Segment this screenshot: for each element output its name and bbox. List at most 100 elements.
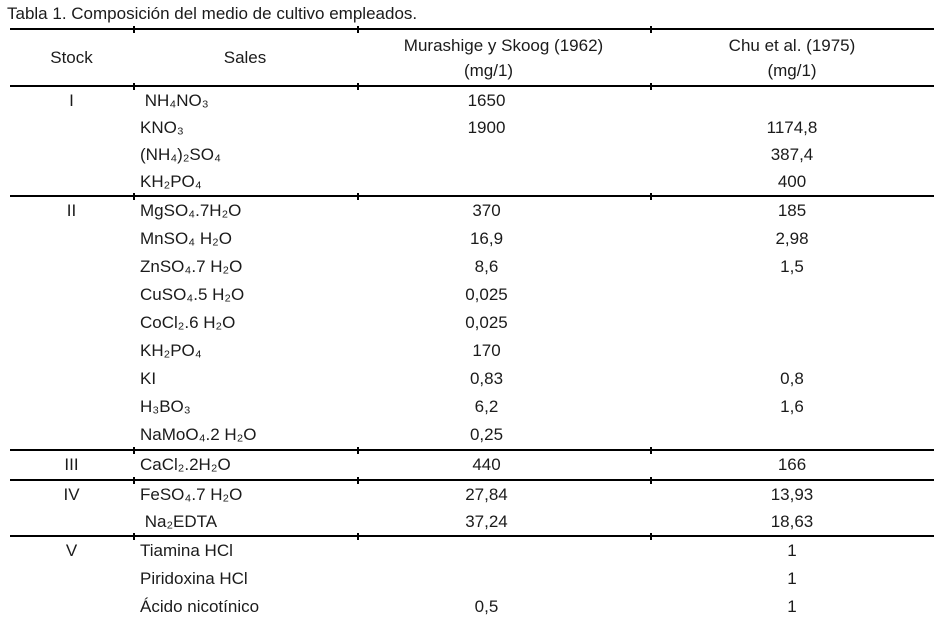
murashige-value-cell: 370 — [472, 201, 501, 220]
table-row: (NH₄)₂SO₄ 387,4 — [10, 141, 934, 168]
stock-group-label — [10, 365, 133, 393]
header-label: Stock — [50, 48, 93, 67]
column-junction-tick — [133, 26, 135, 33]
stock-group-label — [10, 168, 133, 195]
murashige-value-cell: 6,2 — [474, 397, 499, 416]
salt-name-cell: CoCl₂.6 H₂O — [140, 313, 236, 332]
salt-name-cell: FeSO₄.7 H₂O — [140, 485, 243, 504]
section-divider — [10, 533, 934, 540]
table-top-rule — [10, 26, 934, 33]
murashige-value-cell: 0,025 — [465, 313, 508, 332]
stock-group-label: IV — [63, 485, 80, 504]
stock-group-label — [10, 337, 133, 365]
culture-media-table: Stock Sales Murashige y Skoog (1962) (mg… — [10, 26, 934, 621]
chu-value-cell: 1,6 — [780, 397, 804, 416]
murashige-value-cell: 16,9 — [469, 229, 504, 248]
stock-group-label — [10, 114, 133, 141]
header-label: Murashige y Skoog (1962) — [403, 35, 604, 55]
stock-group-label: I — [69, 91, 74, 110]
salt-name-cell: (NH₄)₂SO₄ — [140, 145, 221, 164]
chu-value-cell: 185 — [777, 201, 807, 220]
table-row: IV FeSO₄.7 H₂O 27,84 13,93 — [10, 481, 934, 508]
stock-group-label — [10, 421, 133, 449]
section-divider — [10, 447, 934, 454]
header-label: Sales — [223, 48, 267, 67]
stock-group-IV: IV FeSO₄.7 H₂O 27,84 13,93 Na₂EDTA 37,24… — [10, 481, 934, 535]
section-divider — [10, 477, 934, 484]
column-junction-tick — [133, 477, 135, 484]
table-row: Piridoxina HCl 1 — [10, 565, 934, 593]
chu-value-cell: 18,63 — [770, 512, 814, 531]
column-junction-tick — [650, 26, 652, 33]
column-header-murashige: Murashige y Skoog (1962) (mg/1) — [357, 30, 650, 85]
stock-group-label: V — [65, 541, 78, 560]
stock-group-label — [10, 393, 133, 421]
chu-value-cell: 1 — [787, 597, 797, 616]
column-junction-tick — [133, 447, 135, 454]
salt-name-cell: H₃BO₃ — [140, 397, 191, 416]
column-junction-tick — [357, 533, 359, 540]
salt-name-cell: CuSO₄.5 H₂O — [140, 285, 245, 304]
murashige-value-cell — [357, 565, 650, 593]
murashige-value-cell — [357, 168, 650, 195]
chu-value-cell: 13,93 — [770, 485, 814, 504]
chu-value-cell — [650, 309, 934, 337]
stock-group-label — [10, 253, 133, 281]
salt-name-cell: Tiamina HCl — [140, 541, 233, 560]
salt-name-cell: MnSO₄ H₂O — [140, 229, 232, 248]
chu-value-cell: 1174,8 — [766, 118, 818, 137]
table-row: KH₂PO₄ 170 — [10, 337, 934, 365]
chu-value-cell: 1,5 — [780, 257, 804, 276]
stock-group-II: II MgSO₄.7H₂O 370 185 MnSO₄ H₂O 16,9 2,9… — [10, 197, 934, 449]
column-header-sales: Sales — [133, 30, 357, 85]
salt-name-cell: KNO₃ — [140, 118, 184, 137]
salt-name-cell: KI — [140, 369, 157, 388]
column-junction-tick — [650, 193, 652, 200]
chu-value-cell: 400 — [777, 172, 807, 191]
stock-group-label: III — [64, 455, 79, 474]
column-junction-tick — [650, 477, 652, 484]
stock-group-label — [10, 225, 133, 253]
table-row: MnSO₄ H₂O 16,9 2,98 — [10, 225, 934, 253]
chu-value-cell: 1 — [787, 541, 797, 560]
salt-name-cell: MgSO₄.7H₂O — [140, 201, 242, 220]
table-row: NaMoO₄.2 H₂O 0,25 — [10, 421, 934, 449]
stock-group-label — [10, 281, 133, 309]
murashige-value-cell: 440 — [472, 455, 501, 474]
stock-group-label — [10, 565, 133, 593]
table-row: V Tiamina HCl 1 — [10, 537, 934, 565]
chu-value-cell — [650, 281, 934, 309]
stock-group-label — [10, 309, 133, 337]
table-caption: Tabla 1. Composición del medio de cultiv… — [7, 4, 418, 23]
stock-group-label — [10, 593, 133, 621]
table-row: KNO₃ 1900 1174,8 — [10, 114, 934, 141]
stock-group-I: I NH₄NO₃ 1650 KNO₃ 1900 1174,8 (NH₄)₂SO₄… — [10, 87, 934, 195]
table-row: KI 0,83 0,8 — [10, 365, 934, 393]
stock-group-V: V Tiamina HCl 1 Piridoxina HCl 1 Ácido n… — [10, 537, 934, 621]
chu-value-cell: 166 — [777, 455, 807, 474]
salt-name-cell: NaMoO₄.2 H₂O — [140, 425, 257, 444]
chu-value-cell: 0,8 — [780, 369, 804, 388]
murashige-value-cell — [357, 537, 650, 565]
murashige-value-cell: 27,84 — [465, 485, 508, 504]
murashige-value-cell: 170 — [472, 341, 501, 360]
stock-group-label — [10, 141, 133, 168]
salt-name-cell: KH₂PO₄ — [140, 172, 202, 191]
salt-name-cell: KH₂PO₄ — [140, 341, 202, 360]
column-junction-tick — [357, 193, 359, 200]
salt-name-cell: NH₄NO₃ — [140, 91, 209, 110]
column-junction-tick — [650, 533, 652, 540]
table-row: I NH₄NO₃ 1650 — [10, 87, 934, 114]
table-row: ZnSO₄.7 H₂O 8,6 1,5 — [10, 253, 934, 281]
table-row: H₃BO₃ 6,2 1,6 — [10, 393, 934, 421]
stock-group-label — [10, 508, 133, 535]
column-junction-tick — [133, 83, 135, 90]
table-row: KH₂PO₄ 400 — [10, 168, 934, 195]
table-row: CuSO₄.5 H₂O 0,025 — [10, 281, 934, 309]
section-divider — [10, 193, 934, 200]
stock-group-III: III CaCl₂.2H₂O 440 166 — [10, 451, 934, 479]
column-junction-tick — [650, 447, 652, 454]
chu-value-cell: 1 — [787, 569, 797, 588]
chu-value-cell — [650, 87, 934, 114]
